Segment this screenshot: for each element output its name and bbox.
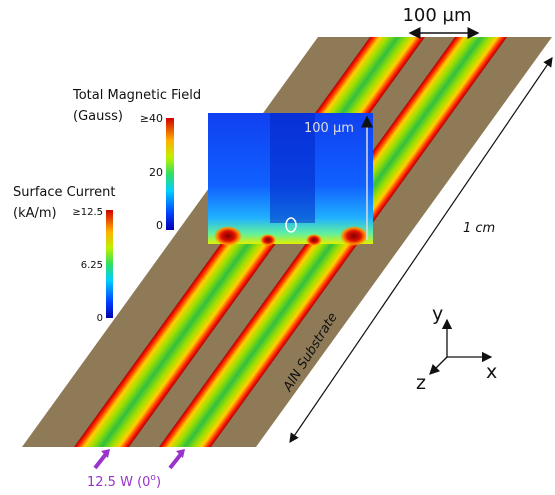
length-label: 1 cm xyxy=(463,221,495,236)
colorbar xyxy=(166,118,174,230)
input-close: ) xyxy=(156,475,161,490)
axis-label: y xyxy=(432,303,443,325)
colorbar xyxy=(106,210,113,318)
input-arrow xyxy=(170,454,181,468)
colorbar-unit: (kA/m) xyxy=(13,206,57,221)
figure: 100 µm 1 cm AlN Substrate 100 µm Total M… xyxy=(0,0,555,495)
input-arrow xyxy=(95,454,106,468)
colorbar-tick: ≥40 xyxy=(140,112,163,125)
colorbar-tick: 6.25 xyxy=(81,260,103,271)
colorbar-tick: 20 xyxy=(149,166,163,179)
axes xyxy=(430,320,491,374)
colorbar-title: Total Magnetic Field xyxy=(72,88,201,103)
axis-label: z xyxy=(416,372,426,394)
dimension-label: 100 µm xyxy=(402,5,471,26)
input-label: 12.5 W (0o) xyxy=(87,473,161,490)
hot-spot xyxy=(260,234,276,246)
hot-spot xyxy=(306,234,322,246)
inset-scale-label: 100 µm xyxy=(304,121,354,136)
colorbar-tick: 0 xyxy=(156,219,163,232)
input-text: 12.5 W (0 xyxy=(87,475,150,490)
inset: 100 µm xyxy=(208,113,373,246)
hot-spot xyxy=(340,226,368,246)
colorbar-title: Surface Current xyxy=(13,185,115,200)
colorbar-unit: (Gauss) xyxy=(73,109,123,124)
colorbar-tick: 0 xyxy=(97,313,103,324)
axis-arrow xyxy=(430,357,447,374)
colorbar-tick: ≥12.5 xyxy=(72,207,103,218)
hot-spot xyxy=(214,226,242,246)
axis-label: x xyxy=(486,361,497,383)
